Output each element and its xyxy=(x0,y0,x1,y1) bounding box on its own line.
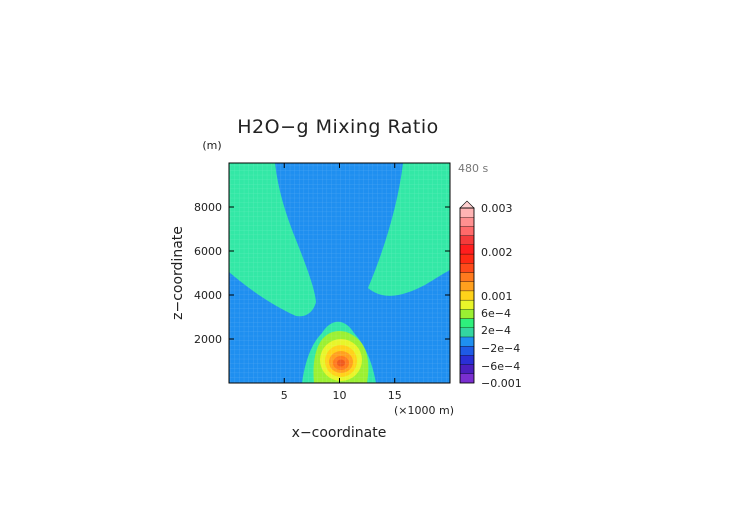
colorbar-bin-3 xyxy=(459,346,475,356)
colorbar-label-1: 0.002 xyxy=(481,246,513,259)
y-axis: 2000 4000 6000 8000 xyxy=(194,201,450,346)
colorbar-label-2: 0.001 xyxy=(481,290,513,303)
colorbar-bin-8 xyxy=(459,299,475,310)
colorbar-bin-5 xyxy=(459,327,475,338)
y-tick-label-3: 8000 xyxy=(194,201,222,214)
colorbar-bin-7 xyxy=(459,309,475,319)
colorbar-bin-13 xyxy=(459,253,475,264)
colorbar-frame xyxy=(459,207,475,384)
x-tick-label-2: 15 xyxy=(388,389,402,402)
colorbar-bin-2 xyxy=(459,355,475,365)
time-label: 480 s xyxy=(458,162,488,175)
colorbar-bin-0 xyxy=(459,373,475,384)
colorbar-bin-16 xyxy=(459,226,475,236)
y-tick-label-0: 2000 xyxy=(194,333,222,346)
colorbar-bin-12 xyxy=(459,263,475,273)
y-axis-label: z−coordinate xyxy=(170,226,186,320)
colorbar-bin-10 xyxy=(459,281,475,292)
colorbar-label-4: 2e−4 xyxy=(481,324,511,337)
colorbar-bin-17 xyxy=(459,217,475,227)
colorbar-max-arrow xyxy=(459,200,475,209)
x-axis-label: x−coordinate xyxy=(292,425,387,441)
chart-title: H2O−g Mixing Ratio xyxy=(237,116,438,138)
y-unit-label: (m) xyxy=(202,139,221,152)
colorbar-label-3: 6e−4 xyxy=(481,307,511,320)
y-tick-label-2: 6000 xyxy=(194,245,222,258)
colorbar-bin-15 xyxy=(459,235,475,245)
grid-overlay xyxy=(229,163,450,383)
colorbar-label-0: 0.003 xyxy=(481,202,513,215)
x-axis: 5 10 15 xyxy=(281,163,402,402)
colorbar-bin-14 xyxy=(459,244,475,255)
colorbar-bin-18 xyxy=(459,207,475,218)
colorbar-bin-11 xyxy=(459,272,475,282)
colorbar-label-5: −2e−4 xyxy=(481,342,520,355)
colorbar-bin-6 xyxy=(459,318,475,328)
x-tick-label-1: 10 xyxy=(333,389,347,402)
colorbar-bin-4 xyxy=(459,336,475,347)
colorbar-bin-9 xyxy=(459,290,475,301)
x-tick-label-0: 5 xyxy=(281,389,288,402)
colorbar-label-7: −0.001 xyxy=(481,377,522,390)
colorbar-bin-1 xyxy=(459,364,475,374)
x-unit-label: (×1000 m) xyxy=(394,404,454,417)
y-tick-label-1: 4000 xyxy=(194,289,222,302)
plot-area xyxy=(229,163,450,383)
colorbar-labels: 0.003 0.002 0.001 6e−4 2e−4 −2e−4 −6e−4 … xyxy=(481,202,522,390)
colorbar-label-6: −6e−4 xyxy=(481,360,520,373)
colorbar xyxy=(459,200,475,384)
